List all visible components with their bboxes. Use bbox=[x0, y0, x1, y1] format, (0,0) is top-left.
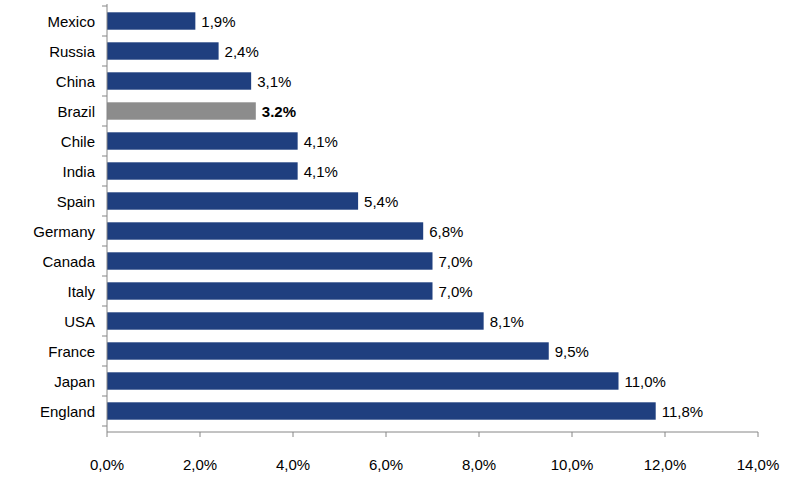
bar bbox=[107, 222, 423, 239]
data-label: 2,4% bbox=[225, 43, 259, 60]
category-label: Spain bbox=[57, 193, 95, 210]
page: {"chart_data": { "type": "bar", "orienta… bbox=[0, 0, 800, 485]
x-tick bbox=[572, 432, 573, 437]
category-tick bbox=[102, 96, 107, 97]
x-tick-label: 0,0% bbox=[90, 456, 124, 473]
data-label: 3.2% bbox=[262, 103, 296, 120]
category-tick bbox=[102, 246, 107, 247]
category-tick bbox=[102, 216, 107, 217]
category-tick bbox=[102, 426, 107, 427]
data-label: 9,5% bbox=[555, 343, 589, 360]
data-label: 1,9% bbox=[201, 13, 235, 30]
bar bbox=[107, 132, 298, 149]
x-ticks: 0,0% 2,0% 4,0% 6,0% 8,0% 10,0% 12,0% 14,0% bbox=[90, 432, 779, 473]
category-tick bbox=[102, 36, 107, 37]
bar bbox=[107, 282, 433, 299]
x-tick bbox=[200, 432, 201, 437]
category-tick bbox=[102, 66, 107, 67]
data-label: 11,0% bbox=[625, 373, 666, 390]
category-label: Russia bbox=[49, 43, 96, 60]
category-label: China bbox=[56, 73, 96, 90]
category-tick bbox=[102, 336, 107, 337]
bar bbox=[107, 42, 219, 59]
category-label: Italy bbox=[67, 283, 95, 300]
category-tick bbox=[102, 186, 107, 187]
data-label: 7,0% bbox=[439, 253, 473, 270]
x-tick-label: 14,0% bbox=[737, 456, 780, 473]
data-labels: 1,9% 2,4% 3,1% 3.2% 4,1% 4,1% 5,4% 6,8% 7,0% 7,0%… bbox=[201, 13, 703, 420]
category-tick bbox=[102, 396, 107, 397]
bar bbox=[107, 312, 484, 329]
category-label: Canada bbox=[42, 253, 95, 270]
category-tick bbox=[102, 306, 107, 307]
data-label: 4,1% bbox=[304, 163, 338, 180]
category-tick bbox=[102, 366, 107, 367]
bar bbox=[107, 252, 433, 269]
data-label: 11,8% bbox=[662, 403, 703, 420]
bar bbox=[107, 12, 195, 29]
category-label: Japan bbox=[54, 373, 95, 390]
bars bbox=[107, 12, 656, 419]
bar bbox=[107, 102, 256, 119]
bar bbox=[107, 402, 656, 419]
category-label: Germany bbox=[33, 223, 95, 240]
data-label: 5,4% bbox=[364, 193, 398, 210]
category-labels: Mexico Russia China Brazil Chile India Spain Ge… bbox=[33, 6, 107, 426]
x-tick bbox=[758, 432, 759, 437]
x-tick-label: 6,0% bbox=[369, 456, 403, 473]
data-label: 4,1% bbox=[304, 133, 338, 150]
bar bbox=[107, 192, 358, 209]
x-tick bbox=[665, 432, 666, 437]
data-label: 7,0% bbox=[439, 283, 473, 300]
bar bbox=[107, 372, 619, 389]
bar bbox=[107, 342, 549, 359]
category-label: Chile bbox=[61, 133, 95, 150]
category-tick bbox=[102, 126, 107, 127]
data-label: 3,1% bbox=[257, 73, 291, 90]
category-label: Mexico bbox=[47, 13, 95, 30]
x-tick-label: 2,0% bbox=[183, 456, 217, 473]
category-tick bbox=[102, 156, 107, 157]
category-label: USA bbox=[64, 313, 95, 330]
data-label: 8,1% bbox=[490, 313, 524, 330]
data-label: 6,8% bbox=[429, 223, 463, 240]
category-tick bbox=[102, 276, 107, 277]
bar bbox=[107, 162, 298, 179]
x-axis-line bbox=[107, 432, 758, 433]
x-tick bbox=[386, 432, 387, 437]
x-tick bbox=[479, 432, 480, 437]
x-tick bbox=[107, 432, 108, 437]
axes bbox=[107, 4, 758, 432]
category-label: England bbox=[40, 403, 95, 420]
category-tick bbox=[102, 6, 107, 7]
x-tick bbox=[293, 432, 294, 437]
y-axis-line bbox=[107, 4, 108, 432]
x-tick-label: 10,0% bbox=[551, 456, 594, 473]
bar bbox=[107, 72, 251, 89]
x-tick-label: 4,0% bbox=[276, 456, 310, 473]
x-tick-label: 12,0% bbox=[644, 456, 687, 473]
category-label: France bbox=[48, 343, 95, 360]
category-label: Brazil bbox=[57, 103, 95, 120]
x-tick-label: 8,0% bbox=[462, 456, 496, 473]
category-label: India bbox=[62, 163, 95, 180]
chart: Mexico Russia China Brazil Chile India Spain Ge… bbox=[0, 0, 800, 485]
